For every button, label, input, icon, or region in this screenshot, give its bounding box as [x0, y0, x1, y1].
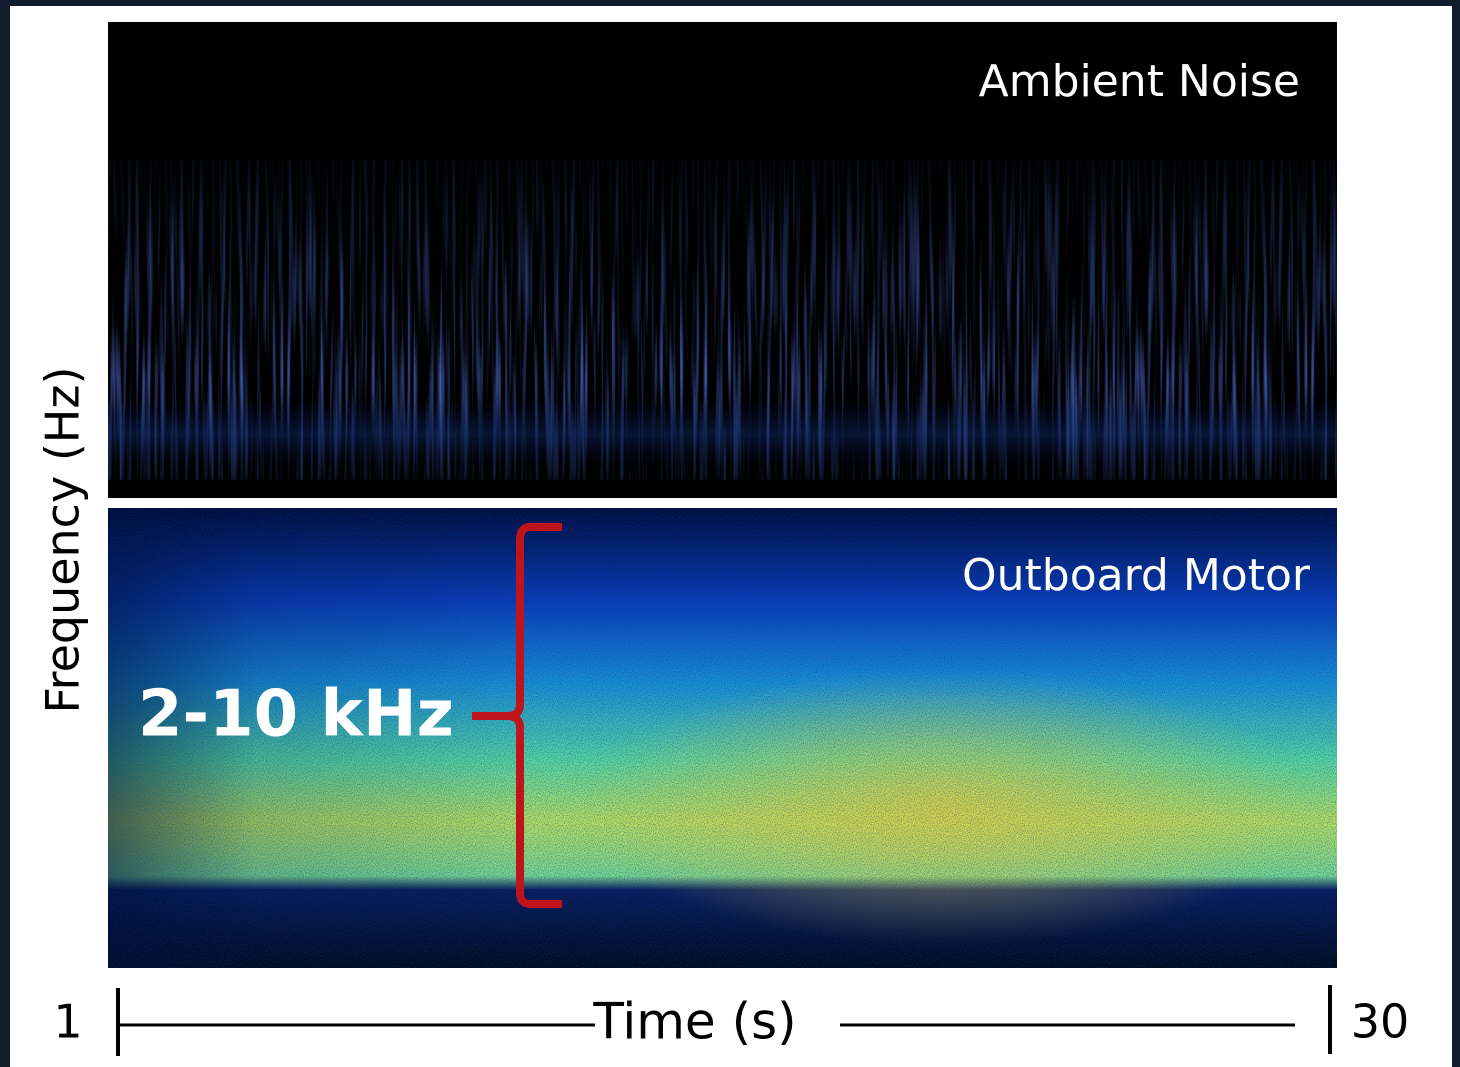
- x-axis-label: Time (s): [592, 993, 796, 1051]
- y-axis-label: Frequency (Hz): [36, 367, 90, 714]
- motor-panel: Outboard Motor 2-10 kHz: [108, 508, 1337, 968]
- annotation: 2-10 kHz: [138, 678, 454, 752]
- brace: [472, 523, 562, 908]
- frame-top: [0, 0, 1460, 6]
- ambient-panel: Ambient Noise: [108, 22, 1337, 498]
- frame-left: [0, 0, 10, 1067]
- panel-label: Ambient Noise: [979, 56, 1300, 107]
- axis-start: 1: [53, 995, 82, 1049]
- panel-label: Outboard Motor: [962, 550, 1311, 601]
- speckle: [108, 508, 1337, 968]
- axis-end: 30: [1351, 995, 1410, 1049]
- frame-right: [1452, 0, 1460, 1067]
- fade: [108, 22, 1337, 498]
- time-axis: 1 30 Time (s): [53, 985, 1409, 1056]
